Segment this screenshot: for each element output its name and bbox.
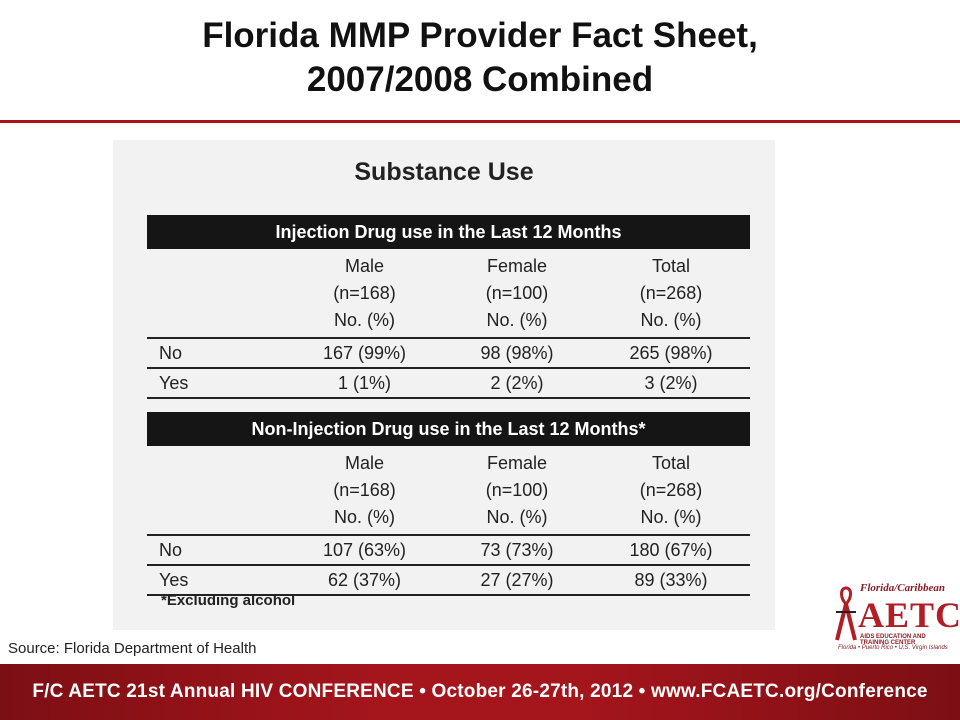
table-row: Yes 62 (37%) 27 (27%) 89 (33%) xyxy=(147,566,750,596)
table-cell: 89 (33%) xyxy=(634,570,708,590)
slide-title: Florida MMP Provider Fact Sheet, 2007/20… xyxy=(0,14,960,102)
column-header-female: Female (n=100) No. (%) xyxy=(442,446,592,534)
table-header-row: Male (n=168) No. (%) Female (n=100) No. … xyxy=(147,446,750,536)
column-label: Female xyxy=(486,256,548,277)
column-unit: No. (%) xyxy=(640,506,702,527)
column-unit: No. (%) xyxy=(333,309,395,330)
logo-main-text: AETC xyxy=(858,595,960,635)
column-header-total: Total (n=268) No. (%) xyxy=(592,249,750,337)
injection-drug-table: Injection Drug use in the Last 12 Months… xyxy=(147,215,750,399)
table-row: Yes 1 (1%) 2 (2%) 3 (2%) xyxy=(147,369,750,399)
ribbon-figure-icon xyxy=(835,586,857,641)
table-cell: 265 (98%) xyxy=(629,343,713,363)
column-header-total: Total (n=268) No. (%) xyxy=(592,446,750,534)
column-label: Male xyxy=(344,453,384,474)
column-label: Total xyxy=(651,453,691,474)
logo-sub-text: AIDS EDUCATION AND TRAINING CENTER xyxy=(860,634,926,646)
row-label: Yes xyxy=(159,570,189,590)
column-unit: No. (%) xyxy=(486,506,548,527)
table-footnote: *Excluding alcohol xyxy=(161,592,296,609)
table-cell: 27 (27%) xyxy=(480,570,554,590)
column-n: (n=100) xyxy=(485,479,549,500)
table-row: No 107 (63%) 73 (73%) 180 (67%) xyxy=(147,536,750,566)
conference-footer-banner: F/C AETC 21st Annual HIV CONFERENCE • Oc… xyxy=(0,664,960,720)
column-label: Male xyxy=(344,256,384,277)
non-injection-drug-table: Non-Injection Drug use in the Last 12 Mo… xyxy=(147,412,750,596)
column-header-male: Male (n=168) No. (%) xyxy=(287,446,442,534)
logo-top-text: Florida/Caribbean xyxy=(860,582,945,594)
table-cell: 62 (37%) xyxy=(327,570,402,590)
title-divider xyxy=(0,120,960,123)
column-label: Total xyxy=(651,256,691,277)
table-heading: Non-Injection Drug use in the Last 12 Mo… xyxy=(147,412,750,446)
footer-text: F/C AETC 21st Annual HIV CONFERENCE • Oc… xyxy=(32,681,928,702)
row-label: No xyxy=(159,343,183,363)
header-blank xyxy=(147,446,287,534)
row-label: No xyxy=(159,540,183,560)
logo-tagline: Florida • Puerto Rico • U.S. Virgin Isla… xyxy=(838,645,948,651)
column-n: (n=268) xyxy=(639,282,703,303)
column-n: (n=100) xyxy=(485,282,549,303)
column-n: (n=168) xyxy=(333,282,396,303)
header-blank xyxy=(147,249,287,337)
column-unit: No. (%) xyxy=(640,309,702,330)
slide-title-line2: 2007/2008 Combined xyxy=(306,60,654,99)
column-n: (n=268) xyxy=(639,479,703,500)
table-cell: 180 (67%) xyxy=(629,540,713,560)
table-cell: 167 (99%) xyxy=(322,343,407,363)
column-unit: No. (%) xyxy=(486,309,548,330)
table-heading: Injection Drug use in the Last 12 Months xyxy=(147,215,750,249)
slide-title-line1: Florida MMP Provider Fact Sheet, xyxy=(202,16,758,55)
substance-use-panel: Substance Use Injection Drug use in the … xyxy=(113,140,775,630)
table-cell: 2 (2%) xyxy=(490,373,544,393)
column-n: (n=168) xyxy=(333,479,396,500)
table-cell: 3 (2%) xyxy=(644,373,698,393)
column-unit: No. (%) xyxy=(333,506,395,527)
column-header-male: Male (n=168) No. (%) xyxy=(287,249,442,337)
table-row: No 167 (99%) 98 (98%) 265 (98%) xyxy=(147,339,750,369)
panel-title: Substance Use xyxy=(354,158,534,186)
column-label: Female xyxy=(486,453,548,474)
table-cell: 107 (63%) xyxy=(322,540,407,560)
table-header-row: Male (n=168) No. (%) Female (n=100) No. … xyxy=(147,249,750,339)
table-cell: 1 (1%) xyxy=(337,373,391,393)
row-label: Yes xyxy=(159,373,189,393)
column-header-female: Female (n=100) No. (%) xyxy=(442,249,592,337)
table-cell: 98 (98%) xyxy=(480,343,554,363)
source-citation: Source: Florida Department of Health xyxy=(8,640,257,657)
aetc-logo: Florida/Caribbean AETC AIDS EDUCATION AN… xyxy=(830,582,960,658)
table-cell: 73 (73%) xyxy=(480,540,554,560)
